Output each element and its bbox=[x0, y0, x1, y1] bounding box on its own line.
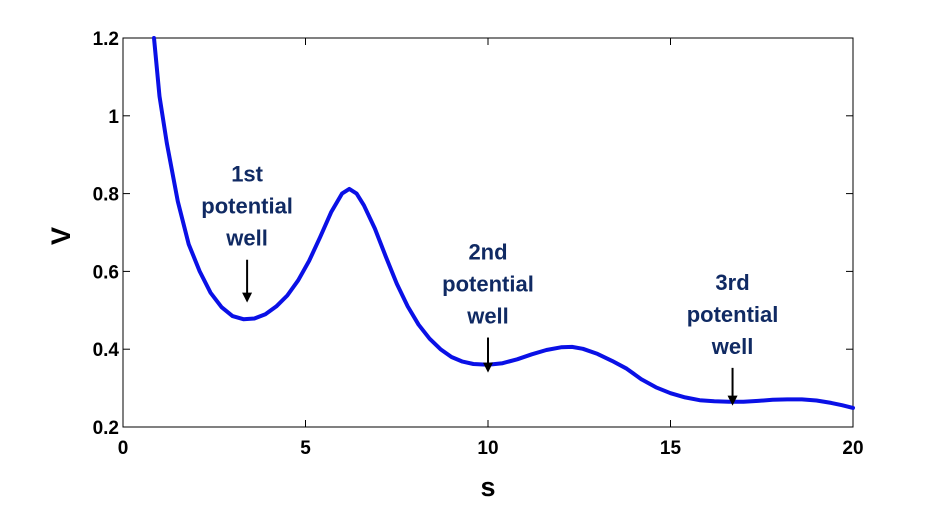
annotation-line: well bbox=[225, 226, 268, 251]
annotation-line: potential bbox=[442, 272, 534, 297]
x-tick-label: 20 bbox=[842, 438, 863, 459]
x-tick-label: 10 bbox=[477, 438, 498, 459]
annotation-line: 1st bbox=[231, 162, 263, 187]
y-tick-labels: 0.2 0.4 0.6 0.8 1 1.2 bbox=[93, 29, 120, 439]
y-tick-label: 0.6 bbox=[93, 262, 119, 283]
x-tick-label: 5 bbox=[300, 438, 311, 459]
x-tick-label: 0 bbox=[118, 438, 129, 459]
annotation-line: 2nd bbox=[468, 240, 507, 265]
y-tick-label: 1.2 bbox=[93, 29, 119, 50]
annotation-1st-potential-well: 1st potential well bbox=[201, 162, 293, 303]
y-tick-label: 0.2 bbox=[93, 418, 119, 439]
annotation-line: potential bbox=[687, 302, 779, 327]
y-tick-label: 0.8 bbox=[93, 185, 119, 206]
x-tick-labels: 0 5 10 15 20 bbox=[118, 438, 864, 459]
annotations: 1st potential well 2nd potential well 3r… bbox=[201, 162, 779, 406]
y-tick-label: 1 bbox=[108, 107, 119, 128]
annotation-2nd-potential-well: 2nd potential well bbox=[442, 240, 534, 373]
axis-ticks bbox=[122, 37, 854, 428]
y-tick-label: 0.4 bbox=[93, 340, 120, 361]
potential-curve bbox=[152, 36, 855, 410]
annotation-line: potential bbox=[201, 194, 293, 219]
annotation-3rd-potential-well: 3rd potential well bbox=[687, 270, 779, 406]
annotation-line: well bbox=[466, 304, 509, 329]
y-axis-title: V bbox=[46, 227, 76, 245]
x-axis-title: s bbox=[480, 472, 495, 502]
annotation-line: well bbox=[711, 334, 754, 359]
annotation-line: 3rd bbox=[715, 270, 749, 295]
x-tick-label: 15 bbox=[660, 438, 682, 459]
